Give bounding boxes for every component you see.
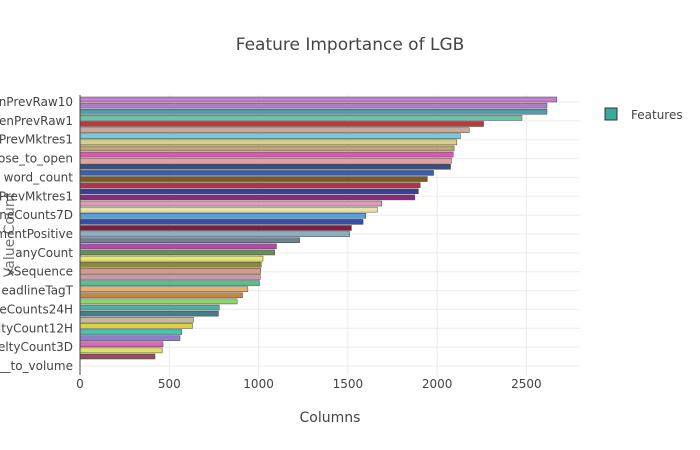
bar[interactable] bbox=[79, 304, 220, 311]
legend[interactable]: Features bbox=[604, 107, 683, 122]
y-axis-ticks: __to_volume eltyCount3D ltyCount12H eCounts… bbox=[0, 95, 74, 373]
x-tick-label: 0 bbox=[76, 377, 84, 391]
bar[interactable] bbox=[79, 310, 219, 317]
bar[interactable] bbox=[79, 151, 454, 158]
y-tick-label: xSequence bbox=[7, 265, 73, 279]
x-tick-label: 1000 bbox=[243, 377, 274, 391]
bar[interactable] bbox=[79, 145, 455, 152]
bar[interactable] bbox=[79, 225, 352, 231]
bar[interactable] bbox=[79, 170, 434, 176]
y-tick-label: neCounts7D bbox=[0, 208, 73, 222]
bar[interactable] bbox=[79, 194, 416, 201]
bar[interactable] bbox=[79, 206, 378, 213]
y-tick-label: word_count bbox=[4, 170, 74, 184]
bar[interactable] bbox=[79, 164, 451, 170]
x-axis-ticks: 0 500 1000 1500 2000 2500 bbox=[76, 377, 542, 391]
y-tick-label: __to_volume bbox=[0, 359, 73, 373]
bar[interactable] bbox=[79, 317, 194, 323]
y-tick-label: PrevMktres1 bbox=[0, 189, 73, 203]
legend-label-features[interactable]: Features bbox=[631, 108, 683, 122]
x-tick-label: 1500 bbox=[333, 377, 364, 391]
bar[interactable] bbox=[79, 115, 523, 121]
y-tick-label: enPrevRaw1 bbox=[0, 114, 73, 128]
y-tick-label: ltyCount12H bbox=[0, 321, 73, 335]
bar[interactable] bbox=[79, 243, 277, 250]
y-tick-label: mentPositive bbox=[0, 227, 73, 241]
bar[interactable] bbox=[79, 249, 275, 256]
bar[interactable] bbox=[79, 121, 484, 127]
bar[interactable] bbox=[79, 219, 364, 225]
bar[interactable] bbox=[79, 231, 350, 237]
bar[interactable] bbox=[79, 298, 238, 305]
bar[interactable] bbox=[79, 213, 366, 219]
bar[interactable] bbox=[79, 102, 548, 109]
x-axis-label: Columns bbox=[300, 410, 361, 426]
y-tick-label: ose_to_open bbox=[0, 152, 73, 166]
bar[interactable] bbox=[79, 268, 261, 274]
y-axis-label: Value Count bbox=[2, 192, 18, 277]
bar[interactable] bbox=[79, 335, 181, 341]
bar[interactable] bbox=[79, 127, 470, 133]
bar[interactable] bbox=[79, 176, 428, 182]
y-tick-label: PrevMktres1 bbox=[0, 133, 73, 147]
bar[interactable] bbox=[79, 182, 421, 188]
bar[interactable] bbox=[79, 292, 243, 299]
y-tick-label: anyCount bbox=[15, 246, 73, 260]
x-tick-label: 2000 bbox=[422, 377, 453, 391]
y-tick-label: eltyCount3D bbox=[0, 340, 73, 354]
bar[interactable] bbox=[79, 237, 300, 243]
bar[interactable] bbox=[79, 323, 193, 329]
y-tick-label: eCounts24H bbox=[0, 302, 73, 316]
bar[interactable] bbox=[79, 108, 548, 115]
bar[interactable] bbox=[79, 261, 262, 268]
bar[interactable] bbox=[79, 274, 261, 280]
bar[interactable] bbox=[79, 255, 264, 262]
y-tick-label: nPrevRaw10 bbox=[0, 95, 73, 109]
bars bbox=[79, 96, 558, 360]
bar[interactable] bbox=[79, 286, 249, 292]
bar[interactable] bbox=[79, 280, 260, 286]
chart-title: Feature Importance of LGB bbox=[236, 35, 465, 55]
bar[interactable] bbox=[79, 347, 163, 354]
bar[interactable] bbox=[79, 133, 461, 139]
bar[interactable] bbox=[79, 157, 452, 164]
x-tick-label: 500 bbox=[158, 377, 181, 391]
bar[interactable] bbox=[79, 341, 164, 348]
bar[interactable] bbox=[79, 96, 558, 103]
x-tick-label: 2500 bbox=[511, 377, 542, 391]
bar[interactable] bbox=[79, 353, 156, 360]
bar[interactable] bbox=[79, 329, 183, 335]
bar[interactable] bbox=[79, 200, 383, 207]
bar[interactable] bbox=[79, 139, 458, 146]
y-tick-label: eadlineTagT bbox=[1, 284, 73, 298]
legend-swatch-features[interactable] bbox=[604, 107, 618, 121]
bar[interactable] bbox=[79, 188, 419, 195]
